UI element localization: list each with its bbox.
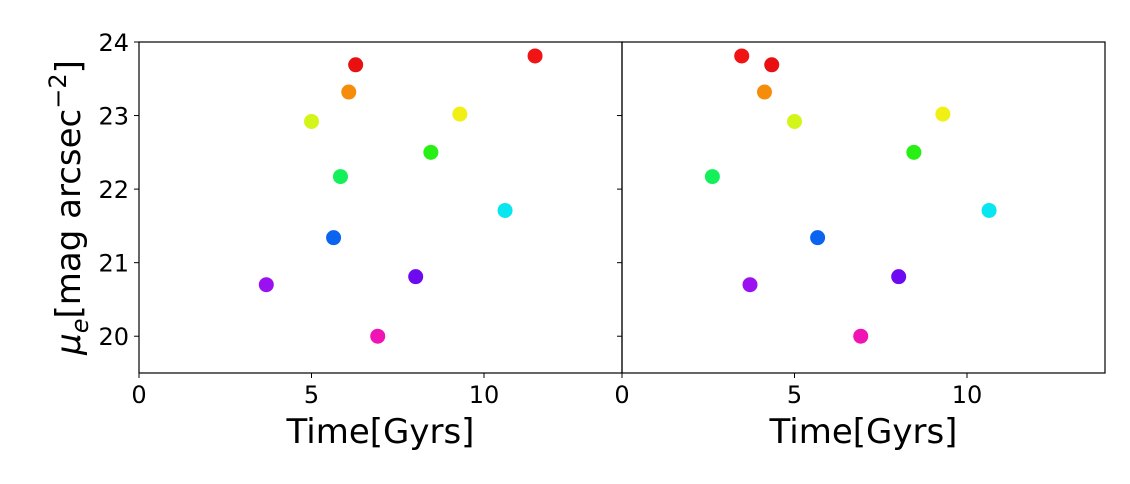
point [423, 144, 439, 160]
point [906, 144, 922, 160]
point [891, 269, 907, 285]
point [341, 84, 357, 100]
plot-frame [621, 41, 1106, 374]
point [326, 230, 342, 246]
point [452, 106, 468, 122]
y-tick-label: 22 [98, 176, 129, 204]
y-axis-label: μe[mag arcsec−2] [44, 60, 94, 356]
y-tick-label: 23 [98, 103, 129, 131]
y-tick-label: 21 [98, 250, 129, 278]
point [370, 328, 386, 344]
point [764, 57, 780, 73]
x-tick-label: 10 [469, 381, 500, 409]
x-tick-label: 5 [304, 381, 319, 409]
point [742, 277, 758, 293]
y-tick-label: 20 [98, 323, 129, 351]
x-tick-label: 5 [787, 381, 802, 409]
y-axis-label-part: [mag arcsec [49, 109, 89, 319]
x-tick-label: 0 [614, 381, 629, 409]
x-axis-label: Time[Gyrs] [286, 412, 475, 452]
point [853, 328, 869, 344]
y-axis-label-part: −2 [44, 73, 72, 108]
point [935, 106, 951, 122]
point [756, 84, 772, 100]
point [810, 230, 826, 246]
point [704, 169, 720, 185]
point [332, 169, 348, 185]
point [258, 277, 274, 293]
point [734, 48, 750, 64]
point [981, 202, 997, 218]
y-tick-label: 24 [98, 29, 129, 57]
y-axis-label-part: ] [49, 60, 89, 73]
x-tick-label: 10 [952, 381, 983, 409]
plot-frame [138, 41, 623, 374]
point [497, 202, 513, 218]
y-axis-label-part: μ [49, 333, 89, 356]
x-tick-label: 0 [131, 381, 146, 409]
x-axis-label: Time[Gyrs] [769, 412, 958, 452]
point [348, 57, 364, 73]
y-axis-label-part: e [66, 318, 94, 333]
point [304, 113, 319, 129]
point [787, 113, 802, 129]
point [408, 269, 424, 285]
point [527, 48, 543, 64]
